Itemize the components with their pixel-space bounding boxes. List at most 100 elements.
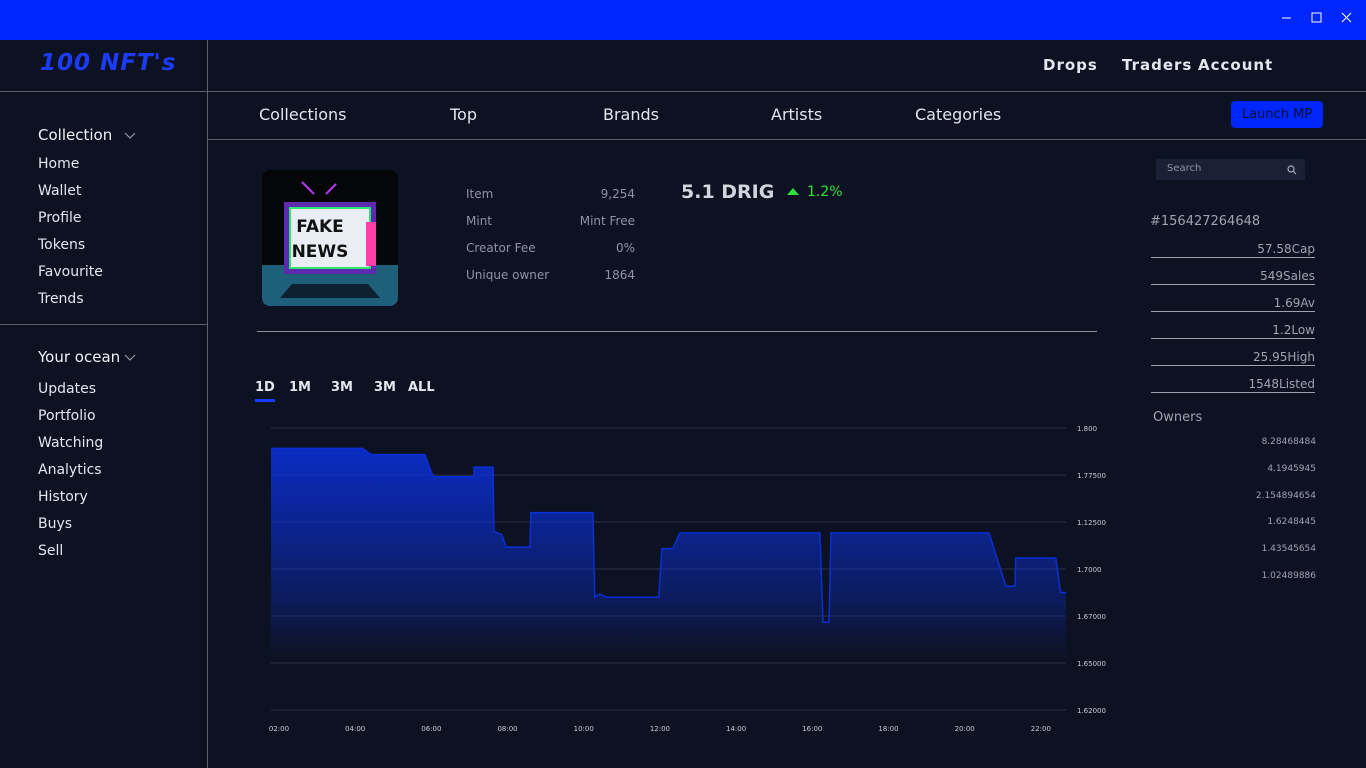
sidebar-item[interactable]: Watching xyxy=(38,435,104,451)
divider xyxy=(0,91,1366,92)
owner-value: 1.02 xyxy=(1261,571,1282,581)
sidebar-item[interactable]: Tokens xyxy=(38,237,86,253)
owner-id: 45945 xyxy=(1287,463,1316,474)
token-stat-label: Listed xyxy=(1279,377,1315,391)
area-fill xyxy=(271,448,1066,710)
active-period xyxy=(255,399,275,402)
token-stat-value: 25.95 xyxy=(1253,350,1288,364)
area-line xyxy=(271,447,1066,624)
sidebar-item[interactable]: Trends xyxy=(38,291,84,307)
launch-button[interactable]: Launch MP xyxy=(1231,101,1323,128)
period-tab[interactable]: ALL xyxy=(408,380,435,395)
owner-row: 45945 4.19 xyxy=(1153,464,1316,474)
y-tick-label: 1.7000 xyxy=(1077,566,1102,574)
owner-id: 48445 xyxy=(1287,517,1316,528)
stat-value: 9,254 xyxy=(600,187,635,201)
period-tab[interactable]: 3M xyxy=(374,380,396,395)
x-tick-label: 04:00 xyxy=(345,725,365,733)
nav-link[interactable]: Drops xyxy=(1043,56,1098,74)
image-text: FAKE xyxy=(296,217,344,237)
y-tick-label: 1.77500 xyxy=(1077,472,1106,480)
chevron[interactable] xyxy=(124,132,136,140)
token-stat: Cap 57.58 xyxy=(1151,242,1315,258)
owner-row: 48445 1.62 xyxy=(1153,517,1316,527)
sidebar-item[interactable]: Sell xyxy=(38,543,64,559)
price: 5.1 DRIG xyxy=(681,181,775,203)
owner-id: 545654 xyxy=(1281,544,1316,555)
search-icon xyxy=(1287,165,1297,175)
token-stat-label: Sales xyxy=(1283,269,1315,283)
owner-id: 489886 xyxy=(1281,571,1316,581)
y-tick-label: 1.62000 xyxy=(1077,707,1106,715)
y-tick-label: 1.65000 xyxy=(1077,660,1106,668)
token-stat-value: 549 xyxy=(1260,269,1284,283)
stat-value: 1864 xyxy=(604,268,635,282)
sidebar-border xyxy=(207,40,208,768)
period-tab[interactable]: 3M xyxy=(331,380,353,395)
search-placeholder: Search xyxy=(1167,163,1202,174)
owner-value: 8.2 xyxy=(1261,437,1276,447)
title-bar xyxy=(0,0,1366,40)
tab[interactable]: Brands xyxy=(603,105,659,124)
window-controls xyxy=(1282,12,1352,23)
x-tick-label: 08:00 xyxy=(497,725,517,733)
sidebar-item[interactable]: History xyxy=(38,489,88,505)
token-stat: Low 1.2 xyxy=(1151,323,1315,339)
stat-label: Unique owner xyxy=(466,268,550,282)
stat-label: Item xyxy=(466,187,494,201)
y-tick-label: 1.67000 xyxy=(1077,613,1106,621)
search-box[interactable]: Search xyxy=(1156,159,1305,180)
item-art: FAKE NEWS xyxy=(262,181,398,306)
token-stat-value: 1548 xyxy=(1248,377,1280,391)
sidebar-item[interactable]: Portfolio xyxy=(38,408,96,424)
up-arrow xyxy=(787,188,799,195)
owner-value: 1.43 xyxy=(1261,544,1282,555)
owner-value: 1.62 xyxy=(1267,517,1288,528)
owner-id: 4894654 xyxy=(1275,490,1316,501)
sidebar-heading[interactable]: Collection xyxy=(38,126,113,144)
x-tick-label: 22:00 xyxy=(1031,725,1051,733)
token-stat-label: Av xyxy=(1300,296,1315,310)
tab[interactable]: Categories xyxy=(915,105,1002,124)
token-stat-label: Low xyxy=(1291,323,1315,337)
period-tab[interactable]: 1D xyxy=(255,380,275,395)
owner-row: 4894654 2.15 xyxy=(1153,491,1316,501)
x-tick-label: 10:00 xyxy=(574,725,594,733)
token-stat-label: Cap xyxy=(1291,242,1315,256)
x-tick-label: 18:00 xyxy=(878,725,898,733)
tab[interactable]: Artists xyxy=(771,105,823,124)
divider xyxy=(0,324,207,325)
sidebar-item[interactable]: Favourite xyxy=(38,264,103,280)
stat-value: Mint Free xyxy=(579,214,635,228)
sidebar-item[interactable]: Buys xyxy=(38,516,73,532)
nav-link[interactable]: Traders xyxy=(1122,56,1193,74)
token-stat: High 25.95 xyxy=(1151,350,1315,366)
owner-row: 489886 1.02 xyxy=(1153,571,1316,581)
owner-value: 4.19 xyxy=(1267,463,1288,474)
owner-value: 2.15 xyxy=(1255,490,1276,501)
logo[interactable]: 100 NFT's xyxy=(40,50,177,76)
tab[interactable]: Top xyxy=(450,105,477,124)
sidebar-heading[interactable]: Your ocean xyxy=(38,348,121,366)
token-stat-value: 57.58 xyxy=(1257,242,1292,256)
x-tick-label: 02:00 xyxy=(269,725,289,733)
maximize[interactable] xyxy=(1311,12,1322,23)
nav-link[interactable]: Account xyxy=(1198,56,1274,74)
sidebar-item[interactable]: Wallet xyxy=(38,183,82,199)
image-text: NEWS xyxy=(292,242,349,262)
sidebar-item[interactable]: Profile xyxy=(38,210,82,226)
period-tab[interactable]: 1M xyxy=(289,380,311,395)
sidebar-item[interactable]: Analytics xyxy=(38,462,102,478)
tab[interactable]: Collections xyxy=(259,105,347,124)
close[interactable] xyxy=(1341,12,1352,23)
x-tick-label: 14:00 xyxy=(726,725,746,733)
token-stat: Listed 1548 xyxy=(1151,377,1315,393)
chevron[interactable] xyxy=(124,354,136,362)
x-tick-label: 20:00 xyxy=(955,725,975,733)
token-stat-value: 1.69 xyxy=(1273,296,1301,310)
sidebar-item[interactable]: Home xyxy=(38,156,80,172)
owner-row: 8468484 8.2 xyxy=(1153,437,1316,447)
sidebar-item[interactable]: Updates xyxy=(38,381,96,397)
divider xyxy=(208,139,1366,140)
